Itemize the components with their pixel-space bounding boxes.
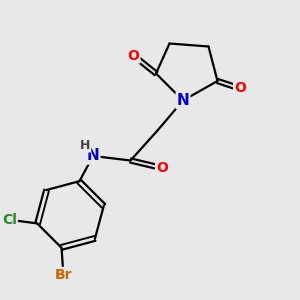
Text: Cl: Cl [2,213,17,227]
Text: O: O [128,49,140,62]
Text: N: N [87,148,99,164]
Text: O: O [156,161,168,175]
Text: N: N [177,93,189,108]
Text: O: O [234,82,246,95]
Text: Br: Br [54,268,72,282]
Text: H: H [80,139,91,152]
